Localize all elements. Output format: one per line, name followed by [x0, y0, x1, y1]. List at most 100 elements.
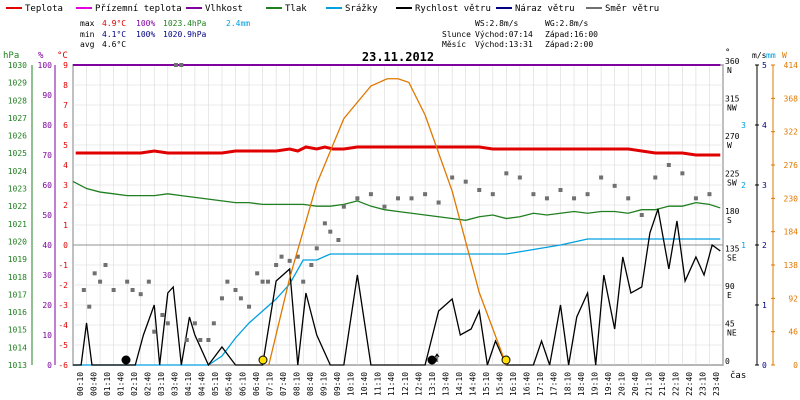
hpa-tick-label: 1027	[8, 114, 27, 123]
w-tick-label: 322	[784, 128, 799, 137]
dir-deg-label: 0	[725, 357, 730, 366]
wind-dir-point	[585, 192, 590, 197]
mm-tick-label: 1	[741, 241, 746, 250]
w-tick-label: 92	[788, 294, 798, 303]
w-axis-label: W	[782, 51, 787, 60]
wind-dir-point	[409, 196, 414, 201]
wind-dir-point	[211, 321, 216, 326]
wind-dir-point	[279, 254, 284, 259]
stats-min-press: 1020.9hPa	[163, 30, 207, 39]
info-slunce-zapad: Západ:16:00	[545, 30, 598, 39]
c-tick-label: -5	[58, 341, 68, 350]
time-tick-label: 12:40	[414, 372, 423, 396]
wind-dir-point	[238, 296, 243, 301]
wind-dir-point	[436, 200, 441, 205]
legend-item-vlhkost[interactable]: Vlhkost	[186, 4, 243, 14]
ms-tick-label: 5	[762, 61, 767, 70]
legend-item-tlak[interactable]: Tlak	[266, 4, 307, 14]
hpa-tick-label: 1021	[8, 220, 27, 229]
series-layer	[72, 63, 721, 367]
legend-label: Srážky	[345, 4, 378, 14]
stats-max-hum: 100%	[136, 19, 155, 28]
dir-deg-label: 135	[725, 245, 740, 254]
wind-dir-point	[680, 171, 685, 176]
wind-dir-point	[103, 263, 108, 267]
c-tick-label: 3	[63, 181, 68, 190]
wind-dir-point	[146, 279, 151, 284]
pct-tick-label: 50	[42, 211, 52, 220]
wind-dir-point	[111, 288, 116, 292]
hpa-tick-label: 1028	[8, 96, 27, 105]
time-tick-label: 01:10	[103, 372, 112, 396]
wind-dir-point	[396, 196, 400, 201]
time-tick-label: 09:40	[333, 372, 342, 396]
wind-dir-point	[225, 279, 230, 284]
wind-dir-point	[572, 196, 577, 201]
hpa-tick-label: 1026	[8, 132, 27, 141]
legend-item-teplota[interactable]: Teplota	[6, 4, 63, 14]
moonset-marker	[121, 355, 131, 365]
wind-dir-point	[314, 246, 319, 251]
wind-dir-point	[382, 204, 387, 209]
wind-dir-point	[558, 188, 563, 192]
c-tick-label: 0	[63, 241, 68, 250]
wind-dir-point	[504, 171, 509, 176]
w-tick-label: 0	[793, 361, 798, 370]
legend-item-srazky[interactable]: Srážky	[326, 4, 378, 14]
legend-item-rychlost-vetru[interactable]: Rychlost větru	[396, 4, 491, 14]
legend-item-naraz-vetru[interactable]: Náraz větru	[496, 4, 575, 14]
wind-dir-point	[693, 196, 698, 201]
time-tick-label: 17:10	[536, 372, 545, 396]
legend-label: Rychlost větru	[415, 4, 491, 14]
pct-tick-label: 90	[42, 91, 52, 100]
wind-dir-point	[165, 321, 170, 326]
time-tick-label: 08:40	[306, 372, 315, 396]
c-axis-label: °C	[57, 51, 68, 61]
wind-dir-point	[125, 279, 130, 284]
time-tick-label: 22:10	[672, 372, 681, 396]
legend-label: Tlak	[285, 4, 307, 14]
c-tick-label: 2	[63, 201, 68, 210]
legend-item-prizemni-teplota[interactable]: Přízemní teplota	[76, 4, 182, 14]
wind-dir-point	[477, 188, 482, 192]
time-tick-label: 18:10	[563, 372, 572, 396]
dir-deg-label: 90	[725, 282, 735, 291]
axis-ticks: 1030102910281027102610251024102310221021…	[8, 57, 798, 396]
c-tick-label: -3	[58, 301, 68, 310]
wind-dir-point	[287, 258, 292, 263]
legend-item-smer-vetru[interactable]: Směr větru	[586, 4, 659, 14]
wind-dir-point	[266, 279, 270, 284]
wind-dir-point	[98, 279, 103, 284]
time-tick-label: 08:10	[292, 372, 301, 396]
series-line-0	[75, 145, 721, 157]
stats-avg-label: avg	[80, 40, 95, 49]
time-tick-label: 02:40	[143, 372, 152, 396]
c-tick-label: -4	[58, 321, 68, 330]
series-line-6	[268, 78, 507, 366]
w-tick-label: 368	[784, 94, 799, 103]
ms-tick-label: 1	[762, 301, 767, 310]
w-tick-label: 230	[784, 194, 799, 203]
legend-label: Náraz větru	[515, 4, 575, 14]
pct-tick-label: 0	[47, 361, 52, 370]
wind-dir-point	[517, 175, 522, 180]
dir-name-label: SW	[727, 179, 737, 188]
time-tick-label: 11:40	[387, 372, 396, 396]
dir-deg-label: 315	[725, 95, 740, 104]
info-slunce-vychod: Východ:07:14	[475, 30, 533, 39]
hpa-tick-label: 1016	[8, 308, 27, 317]
stats-max-temp: 4.9°C	[102, 19, 126, 28]
hpa-tick-label: 1018	[8, 273, 27, 282]
wind-dir-point	[198, 338, 203, 342]
ms-tick-label: 3	[762, 181, 767, 190]
moonrise-marker	[427, 353, 440, 365]
pct-tick-label: 30	[42, 271, 52, 280]
dir-name-label: NW	[727, 104, 737, 113]
wind-dir-point	[233, 288, 238, 292]
wind-dir-point	[247, 304, 252, 309]
series-line-4	[73, 208, 721, 367]
ms-tick-label: 0	[762, 361, 767, 370]
wind-dir-point	[599, 175, 604, 180]
wind-dir-point	[192, 321, 197, 326]
c-tick-label: 7	[63, 101, 68, 110]
